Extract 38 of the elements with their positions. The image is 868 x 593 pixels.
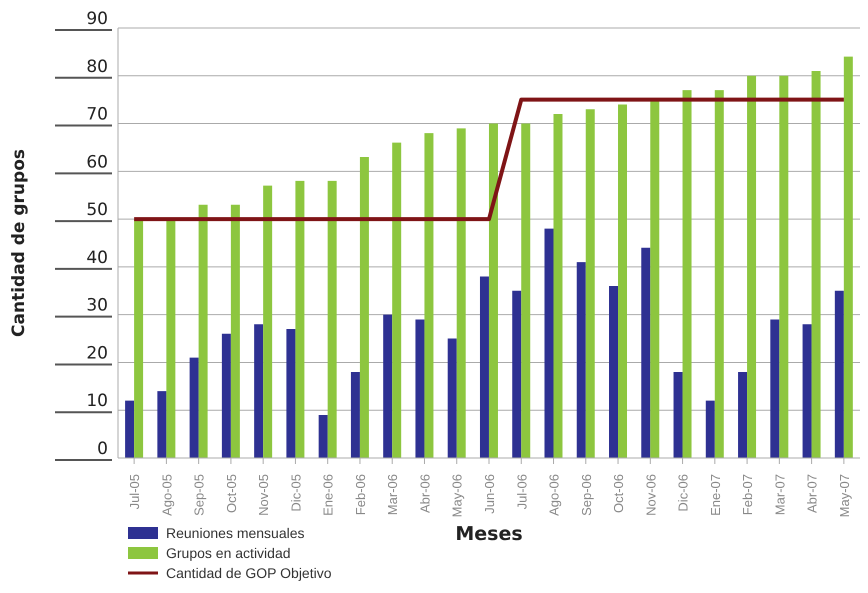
x-tick-label: Abr-06 xyxy=(417,474,432,514)
x-tick-label: Ago-05 xyxy=(159,474,174,516)
y-tick-label: 40 xyxy=(86,248,108,268)
x-tick-label: May-06 xyxy=(450,474,465,518)
x-tick-label: Mar-06 xyxy=(385,474,400,516)
x-tick-label: Ago-06 xyxy=(546,474,562,516)
x-tick-label: Ene-06 xyxy=(320,474,336,516)
x-tick-label: Abr-07 xyxy=(804,474,820,514)
x-tick-label: May-07 xyxy=(836,474,852,518)
x-tick-label: Mar-07 xyxy=(772,474,788,516)
y-tick-label: 30 xyxy=(86,296,108,316)
x-tick-label: Sep-06 xyxy=(578,474,594,516)
x-tick-label: Jun-06 xyxy=(482,474,497,514)
x-axis-title: Meses xyxy=(455,523,523,545)
y-tick-label: 90 xyxy=(86,9,108,29)
x-tick-label: Jul-05 xyxy=(127,474,142,510)
x-tick-label: Nov-06 xyxy=(643,474,658,516)
y-tick-label: 20 xyxy=(86,343,108,364)
x-tick-label: Feb-07 xyxy=(740,474,756,516)
x-tick-label: Oct-05 xyxy=(224,474,239,514)
x-tick-label: Ene-07 xyxy=(708,474,723,516)
legend-label: Reuniones mensuales xyxy=(166,524,305,543)
x-tick-label: Oct-06 xyxy=(611,474,626,514)
y-tick-label: 80 xyxy=(86,56,108,77)
x-tick-label: Feb-06 xyxy=(352,474,368,516)
x-tick-label: Nov-05 xyxy=(256,474,272,516)
legend-label: Grupos en actividad xyxy=(166,544,291,563)
x-tick-label: Dic-05 xyxy=(288,474,304,512)
x-tick-label: Jul-06 xyxy=(514,474,530,510)
y-tick-label: 10 xyxy=(86,391,108,412)
legend-label: Cantidad de GOP Objetivo xyxy=(166,564,332,583)
x-tick-label: Dic-06 xyxy=(676,474,691,512)
y-tick-label: 0 xyxy=(97,439,108,459)
y-tick-label: 60 xyxy=(86,152,108,172)
y-axis-title: Cantidad de grupos xyxy=(9,149,30,337)
y-tick-label: 70 xyxy=(86,104,108,125)
y-tick-label: 50 xyxy=(86,200,108,220)
x-tick-label: Sep-05 xyxy=(192,474,207,516)
